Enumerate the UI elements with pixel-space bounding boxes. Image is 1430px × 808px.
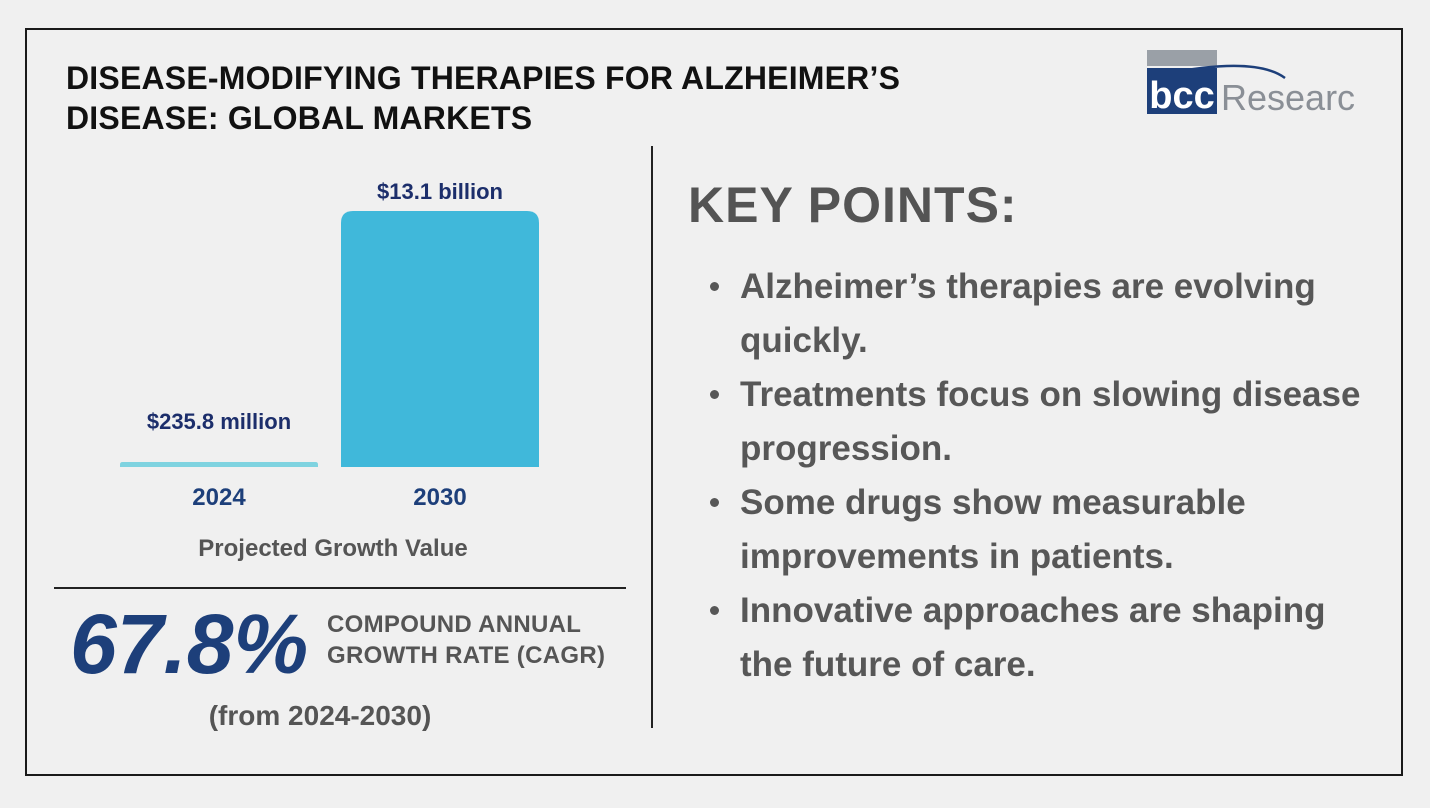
cagr-label: COMPOUND ANNUAL GROWTH RATE (CAGR) <box>327 609 605 671</box>
logo-research-text: Research <box>1221 77 1355 118</box>
bullet-icon <box>710 390 719 399</box>
title-line-2: DISEASE: GLOBAL MARKETS <box>66 100 533 136</box>
key-point-text: Some drugs show measurable improvements … <box>740 483 1246 576</box>
key-point-text: Treatments focus on slowing disease prog… <box>740 375 1361 468</box>
key-points-list: Alzheimer’s therapies are evolving quick… <box>710 260 1370 692</box>
key-point-text: Innovative approaches are shaping the fu… <box>740 591 1326 684</box>
horizontal-divider <box>54 587 626 589</box>
key-point-item: Alzheimer’s therapies are evolving quick… <box>710 260 1370 368</box>
vertical-divider <box>651 146 653 728</box>
title-line-1: DISEASE-MODIFYING THERAPIES FOR ALZHEIME… <box>66 60 901 96</box>
cagr-label-line-2: GROWTH RATE (CAGR) <box>327 642 606 669</box>
bullet-icon <box>710 606 719 615</box>
bcc-research-logo: bcc Research <box>1147 50 1355 118</box>
bullet-icon <box>710 498 719 507</box>
key-point-item: Some drugs show measurable improvements … <box>710 476 1370 584</box>
logo-gray-block <box>1147 50 1217 66</box>
logo-navy-block <box>1147 68 1217 114</box>
bullet-icon <box>710 282 719 291</box>
key-point-item: Treatments focus on slowing disease prog… <box>710 368 1370 476</box>
key-point-item: Innovative approaches are shaping the fu… <box>710 584 1370 692</box>
key-points-heading: KEY POINTS: <box>688 177 1018 233</box>
page-title: DISEASE-MODIFYING THERAPIES FOR ALZHEIME… <box>66 58 1026 138</box>
cagr-value: 67.8% <box>70 597 309 691</box>
key-point-text: Alzheimer’s therapies are evolving quick… <box>740 267 1316 360</box>
logo-bcc-text: bcc <box>1149 75 1214 117</box>
cagr-period: (from 2024-2030) <box>208 700 432 731</box>
cagr-label-line-1: COMPOUND ANNUAL <box>327 611 582 638</box>
infographic-frame <box>25 28 1403 776</box>
